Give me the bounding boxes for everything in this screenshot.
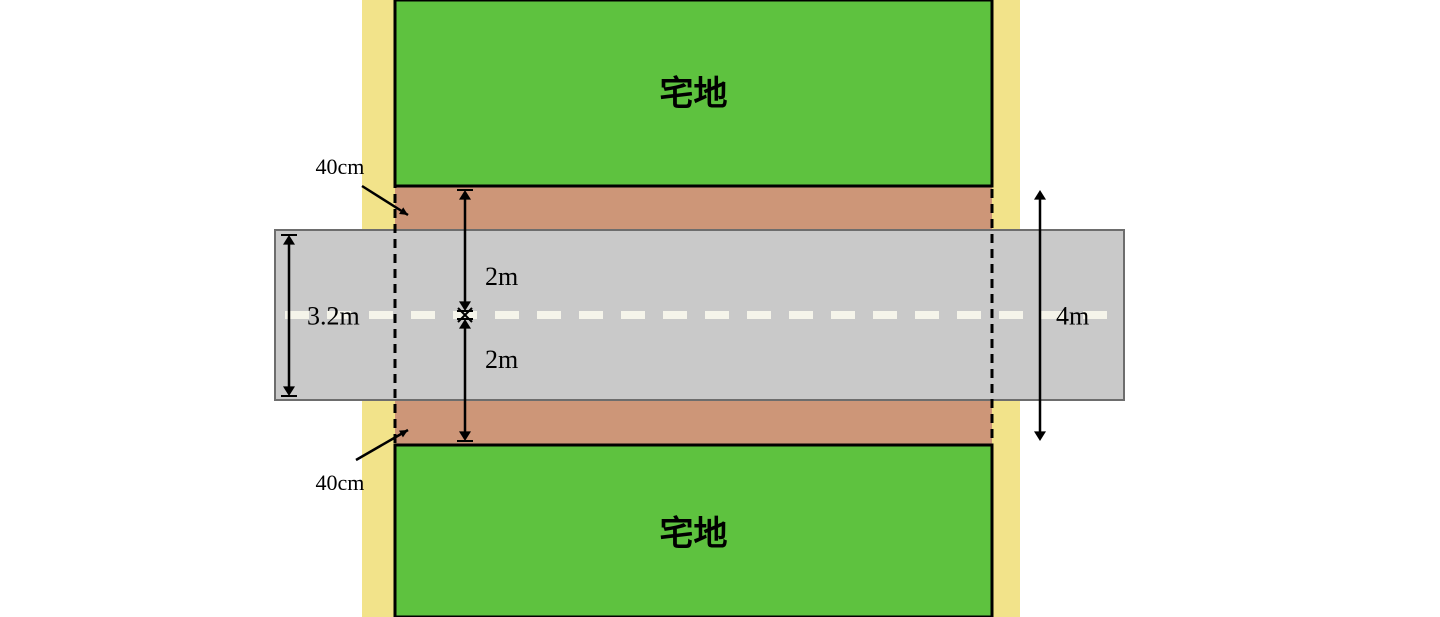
lot-label-top: 宅地 <box>660 74 728 113</box>
callout-setback-bottom-label: 40cm <box>316 470 365 495</box>
dim-deemed-width-label: 4m <box>1056 302 1089 331</box>
dim-half-bottom-label: 2m <box>485 345 518 374</box>
road <box>275 230 1124 400</box>
setback-strip-bottom <box>395 400 992 445</box>
callout-setback-top-label: 40cm <box>316 154 365 179</box>
setback-strip-top <box>395 186 992 230</box>
dim-half-top-label: 2m <box>485 262 518 291</box>
lot-label-bottom: 宅地 <box>660 514 728 553</box>
dim-road-width-label: 3.2m <box>307 302 360 331</box>
road-setback-diagram: 宅地宅地3.2m2m2m4m40cm40cm <box>0 0 1440 617</box>
